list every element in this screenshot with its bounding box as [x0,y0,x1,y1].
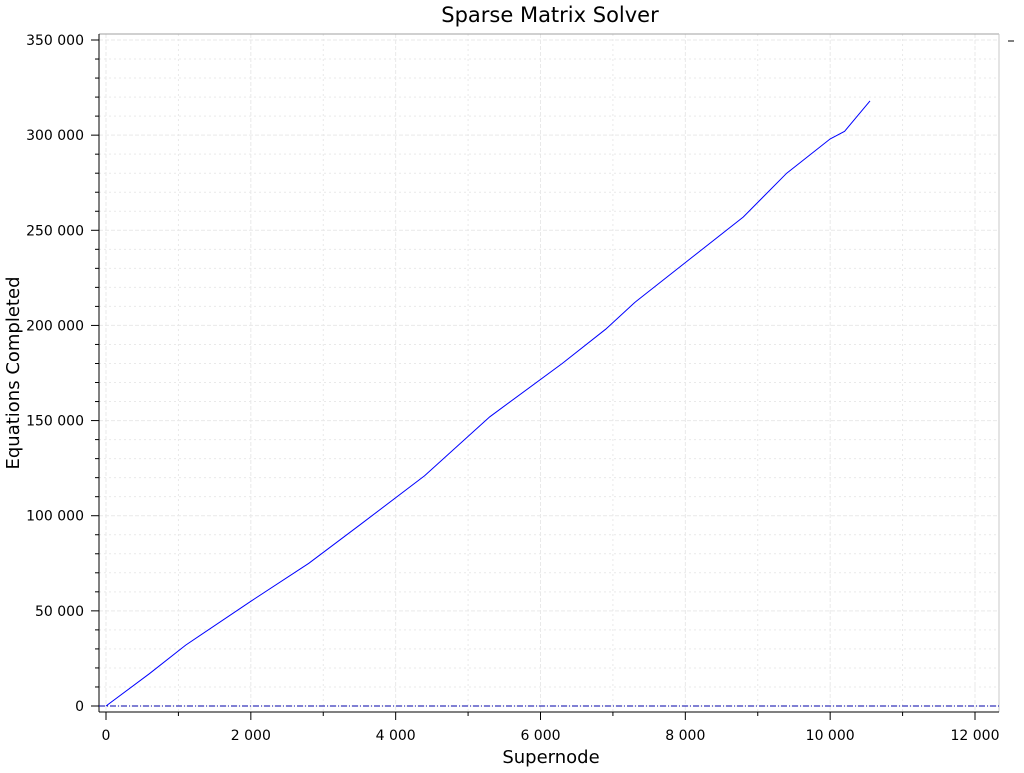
x-tick-label: 0 [102,728,111,744]
y-tick-label: 350 000 [26,33,84,49]
x-tick-label: 2 000 [231,728,271,744]
y-tick-label: 50 000 [35,604,84,620]
y-tick-label: 250 000 [26,223,84,239]
y-tick-label: 100 000 [26,509,84,525]
y-tick-label: 200 000 [26,318,84,334]
axes-layer [91,33,1014,720]
x-tick-label: 10 000 [806,728,855,744]
x-tick-label: 6 000 [520,728,560,744]
series-layer [99,100,999,707]
y-axis-title: Equations Completed [3,277,24,470]
y-tick-label: 300 000 [26,128,84,144]
x-tick-label: 12 000 [951,728,1000,744]
chart-title: Sparse Matrix Solver [441,3,659,27]
grid-layer [99,34,999,712]
x-tick-label: 4 000 [376,728,416,744]
y-tick-label: 150 000 [26,414,84,430]
x-axis-title: Supernode [502,747,599,768]
series-line [105,100,871,707]
x-tick-label: 8 000 [665,728,705,744]
y-tick-label: 0 [75,699,84,715]
labels-layer: 0 50 000 100 000 150 000 200 000 250 000 300 0… [26,33,999,744]
